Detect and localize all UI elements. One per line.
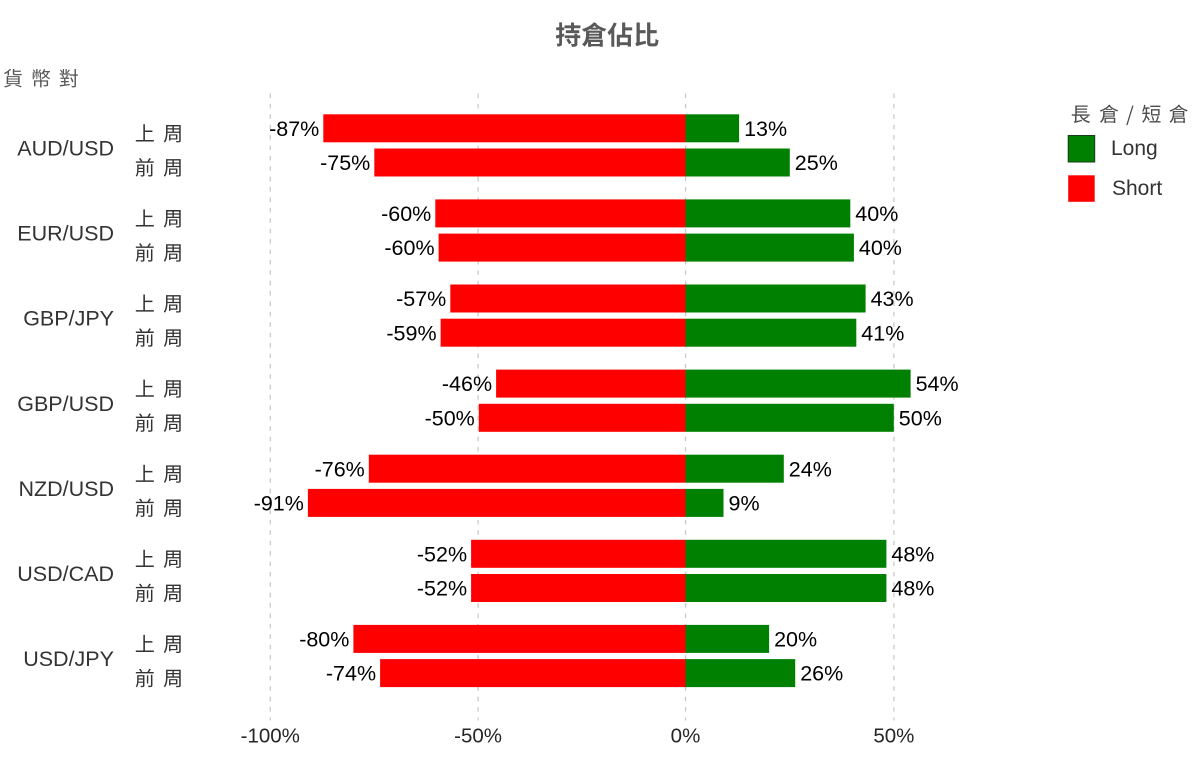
svg-text:0%: 0% xyxy=(671,725,701,748)
svg-text:-50%: -50% xyxy=(425,406,475,430)
svg-text:26%: 26% xyxy=(800,662,843,686)
svg-text:13%: 13% xyxy=(744,117,787,141)
svg-text:-46%: -46% xyxy=(442,372,492,396)
svg-text:NZD/USD: NZD/USD xyxy=(18,477,114,501)
svg-text:-59%: -59% xyxy=(386,321,436,345)
svg-text:9%: 9% xyxy=(729,492,760,516)
svg-text:50%: 50% xyxy=(899,406,942,430)
svg-text:40%: 40% xyxy=(855,202,898,226)
svg-text:-57%: -57% xyxy=(396,287,446,311)
svg-text:-87%: -87% xyxy=(269,117,319,141)
svg-text:-80%: -80% xyxy=(299,628,349,652)
svg-text:-60%: -60% xyxy=(384,236,434,260)
svg-text:-60%: -60% xyxy=(381,202,431,226)
svg-text:24%: 24% xyxy=(789,457,832,481)
svg-text:Short: Short xyxy=(1112,177,1162,200)
svg-text:USD/CAD: USD/CAD xyxy=(17,562,114,586)
svg-text:48%: 48% xyxy=(891,577,934,601)
svg-text:-100%: -100% xyxy=(241,725,300,748)
svg-text:USD/JPY: USD/JPY xyxy=(23,647,114,671)
svg-text:EUR/USD: EUR/USD xyxy=(17,222,114,246)
svg-text:-52%: -52% xyxy=(417,542,467,566)
svg-text:-75%: -75% xyxy=(320,151,370,175)
svg-text:Long: Long xyxy=(1111,137,1158,160)
svg-text:-50%: -50% xyxy=(454,725,502,748)
svg-text:25%: 25% xyxy=(795,151,838,175)
svg-text:-91%: -91% xyxy=(254,492,304,516)
svg-text:40%: 40% xyxy=(859,236,902,260)
svg-text:48%: 48% xyxy=(891,542,934,566)
svg-text:-74%: -74% xyxy=(326,662,376,686)
svg-text:43%: 43% xyxy=(871,287,914,311)
svg-text:GBP/USD: GBP/USD xyxy=(17,392,114,416)
svg-text:GBP/JPY: GBP/JPY xyxy=(23,307,114,331)
svg-text:-52%: -52% xyxy=(417,577,467,601)
svg-text:50%: 50% xyxy=(873,725,914,748)
svg-text:54%: 54% xyxy=(916,372,959,396)
svg-text:AUD/USD: AUD/USD xyxy=(17,137,114,161)
svg-text:-76%: -76% xyxy=(315,457,365,481)
svg-text:41%: 41% xyxy=(861,321,904,345)
svg-text:20%: 20% xyxy=(774,628,817,652)
